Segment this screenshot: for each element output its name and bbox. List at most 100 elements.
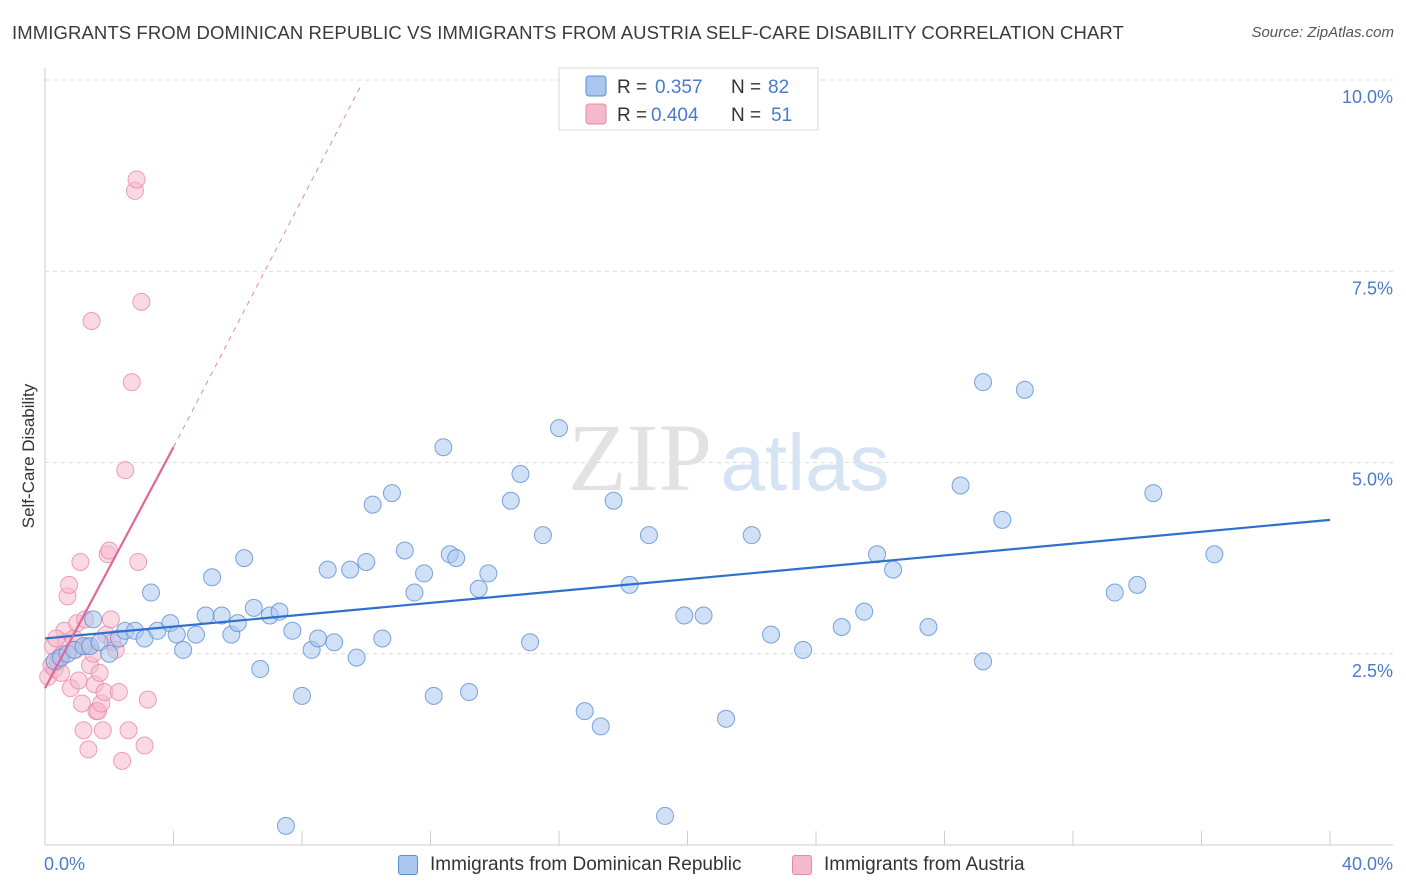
data-point	[60, 575, 79, 594]
data-point	[167, 625, 186, 644]
data-point	[1205, 545, 1224, 564]
data-point	[93, 721, 112, 740]
trend-line-dominican-republic	[44, 518, 1331, 640]
data-point	[1128, 575, 1147, 594]
data-point	[794, 640, 813, 659]
watermark-atlas: atlas	[721, 418, 890, 507]
data-point	[142, 583, 161, 602]
data-point	[357, 552, 376, 571]
data-point	[639, 526, 658, 545]
data-point	[604, 491, 623, 510]
y-tick-label: 2.5%	[1352, 661, 1393, 681]
y-tick-label: 10.0%	[1342, 87, 1393, 107]
data-point	[1144, 484, 1163, 503]
legend-r-label: R =	[617, 77, 647, 98]
data-point	[395, 541, 414, 560]
data-point	[1105, 583, 1124, 602]
data-point	[460, 683, 479, 701]
data-point	[212, 606, 231, 625]
legend-swatch-pink	[792, 855, 812, 875]
legend-item-dominican-republic[interactable]: Immigrants from Dominican Republic	[398, 852, 742, 878]
data-point	[84, 610, 103, 629]
data-point	[244, 598, 263, 617]
series-legend: Immigrants from Dominican Republic Immig…	[0, 852, 1406, 878]
trend-line-austria	[44, 446, 175, 689]
data-point	[469, 579, 488, 598]
data-point	[341, 560, 360, 579]
data-point	[325, 633, 344, 652]
data-point	[119, 721, 138, 740]
data-point	[251, 660, 270, 679]
y-tick-label: 5.0%	[1352, 470, 1393, 490]
series-austria	[39, 170, 157, 770]
legend-n-label: N =	[731, 105, 761, 126]
data-point	[974, 652, 993, 671]
data-point	[293, 686, 311, 705]
data-point	[373, 629, 392, 648]
data-point	[675, 606, 694, 625]
data-point	[575, 702, 594, 721]
legend-r-value: 0.357	[655, 77, 703, 98]
data-point	[717, 709, 736, 728]
data-point	[447, 549, 466, 568]
x-tick-label-max: 40.0%	[1342, 854, 1393, 874]
data-point	[591, 717, 610, 736]
data-point	[82, 311, 101, 330]
y-tick-label: 7.5%	[1352, 278, 1393, 298]
data-point	[1015, 380, 1034, 399]
legend-swatch-blue	[585, 75, 607, 97]
data-point	[511, 464, 530, 483]
data-point	[762, 625, 781, 644]
data-point	[79, 740, 98, 759]
legend-item-label: Immigrants from Dominican Republic	[430, 854, 742, 875]
x-tick-label-min: 0.0%	[44, 854, 85, 874]
watermark: ZIP atlas	[568, 404, 889, 511]
data-point	[309, 629, 328, 648]
data-point	[501, 491, 520, 510]
legend-swatch-blue	[398, 855, 418, 875]
legend-r-value: 0.404	[651, 105, 699, 126]
data-point	[113, 751, 132, 770]
data-point	[363, 495, 382, 514]
data-point	[90, 663, 109, 682]
grid	[45, 79, 1393, 655]
data-point	[424, 686, 443, 705]
data-point	[694, 606, 713, 625]
data-point	[382, 484, 401, 503]
data-point	[868, 545, 887, 564]
series-dominican-republic	[45, 373, 1224, 835]
trend-layer	[44, 87, 1331, 689]
data-point	[72, 694, 91, 713]
data-point	[993, 510, 1012, 529]
data-point	[135, 736, 154, 755]
legend-r-label: R =	[617, 105, 647, 126]
data-point	[129, 552, 148, 571]
data-point	[832, 617, 851, 636]
data-point	[318, 560, 337, 579]
data-point	[283, 621, 302, 640]
data-point	[533, 526, 552, 545]
data-point	[138, 690, 157, 709]
data-point	[203, 568, 222, 587]
data-point	[434, 438, 453, 457]
y-axis-label: Self-Care Disability	[19, 383, 38, 528]
series-layer	[39, 170, 1224, 835]
source-credit: Source: ZipAtlas.com	[1251, 24, 1394, 41]
data-point	[656, 806, 675, 825]
watermark-zip: ZIP	[568, 404, 712, 511]
data-point	[196, 606, 215, 625]
data-point	[228, 614, 247, 633]
legend-item-austria[interactable]: Immigrants from Austria	[792, 852, 1025, 878]
data-point	[974, 373, 993, 392]
data-point	[100, 644, 119, 663]
data-point	[415, 564, 434, 583]
data-point	[405, 583, 424, 602]
data-point	[951, 476, 970, 495]
data-point	[742, 526, 761, 545]
data-point	[122, 373, 141, 392]
data-point	[69, 671, 88, 690]
chart-title: IMMIGRANTS FROM DOMINICAN REPUBLIC VS IM…	[12, 22, 1124, 43]
data-point	[127, 170, 146, 189]
legend-box: R = 0.357 N = 82 R = 0.404 N = 51	[558, 67, 819, 131]
